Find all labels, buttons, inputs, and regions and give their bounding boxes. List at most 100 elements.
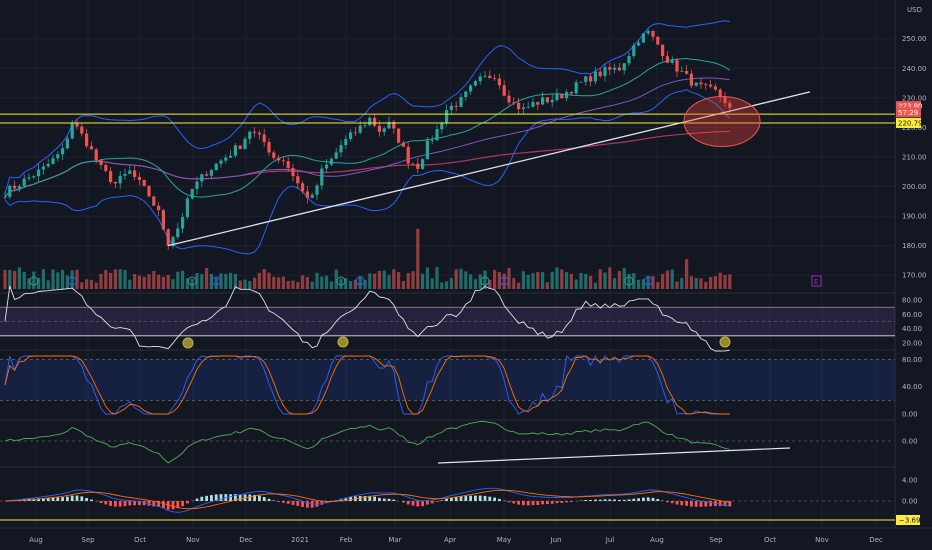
macd-hist: [66, 496, 69, 501]
macd-hist: [637, 498, 640, 501]
macd-hist: [584, 500, 588, 501]
volume-bar: [46, 280, 50, 289]
candle-body: [526, 106, 530, 108]
volume-bar: [483, 270, 487, 289]
volume-bar: [277, 277, 281, 289]
candle-body: [622, 63, 626, 71]
candle-body: [310, 194, 314, 198]
volume-bar: [137, 275, 141, 289]
countdown-tag: 57:29: [898, 109, 918, 117]
candle-body: [56, 154, 60, 159]
volume-bar: [315, 272, 319, 289]
macd-hist: [402, 501, 405, 503]
price-pane[interactable]: [0, 20, 895, 255]
macd-hist: [728, 501, 732, 507]
time-tick-label: Aug: [650, 536, 664, 544]
volume-bar: [670, 269, 674, 289]
candle-body: [425, 140, 429, 160]
time-tick-label: 2021: [291, 536, 309, 544]
volume-bar: [406, 273, 410, 289]
candle-body: [113, 181, 117, 184]
candle-body: [104, 165, 108, 171]
candle-body: [392, 121, 396, 129]
osc-trendline: [437, 447, 791, 464]
volume-bar: [257, 272, 261, 289]
macd-hist: [483, 495, 487, 501]
macd-hist: [70, 495, 74, 501]
earnings-marker: [29, 276, 39, 286]
volume-bar: [171, 279, 175, 289]
volume-bar: [637, 279, 641, 289]
candle-body: [3, 196, 7, 198]
candle-body: [301, 183, 305, 192]
macd-hist: [200, 496, 204, 501]
price-tick-label: 230.00: [902, 94, 927, 102]
macd-hist: [690, 501, 693, 507]
bollinger-lower: [4, 89, 731, 255]
stoch-band: [0, 359, 895, 401]
volume-bar: [296, 282, 300, 289]
candle-body: [334, 152, 338, 159]
candle-body: [579, 81, 583, 83]
candle-body: [411, 163, 415, 165]
macd-hist: [157, 501, 160, 507]
volume-bar: [80, 282, 84, 289]
macd-hist: [594, 499, 597, 501]
candle-body: [555, 94, 559, 100]
ma-mid: [4, 77, 730, 198]
volume-bar: [147, 274, 151, 289]
candle-body: [123, 174, 127, 176]
candle-body: [209, 170, 213, 176]
macd-hist: [195, 498, 199, 501]
volume-bar: [713, 276, 717, 289]
price-tick-label: 200.00: [902, 183, 927, 191]
macd-hist: [411, 501, 415, 506]
time-tick-label: Nov: [186, 536, 200, 544]
volume-bar: [233, 273, 237, 289]
macd-hist: [512, 501, 516, 504]
volume-bar: [344, 278, 348, 289]
volume-bar: [157, 274, 161, 289]
volume-bar: [493, 270, 497, 289]
candle-body: [507, 95, 511, 103]
time-tick-label: Dec: [239, 536, 253, 544]
volume-bar: [541, 272, 545, 289]
candle-body: [152, 196, 156, 206]
rsi-tick-label: 20.00: [902, 340, 922, 348]
candle-body: [315, 185, 319, 195]
candle-body: [229, 155, 233, 158]
candle-body: [157, 205, 161, 211]
candle-body: [32, 176, 36, 178]
candle-body: [277, 157, 281, 161]
candle-body: [137, 176, 141, 180]
volume-bar: [51, 269, 55, 289]
candle-body: [661, 44, 665, 57]
macd-hist: [277, 501, 280, 502]
volume-bar: [185, 278, 189, 289]
volume-bar: [195, 273, 199, 289]
candle-body: [536, 102, 540, 105]
macd-hist: [344, 497, 348, 501]
candle-body: [574, 82, 578, 94]
candle-body: [296, 176, 300, 184]
price-tick-label: 190.00: [902, 213, 927, 221]
stoch-tick-label: 80.00: [902, 356, 922, 364]
macd-tick-label: 4.00: [902, 477, 918, 485]
candle-body: [8, 185, 12, 197]
volume-bar: [104, 270, 108, 289]
macd-hist: [454, 497, 458, 501]
rsi-line: [4, 285, 730, 352]
candle-body: [185, 198, 189, 217]
time-axis[interactable]: Aug Sep Oct Nov Dec 2021 Feb Mar Apr May Jun Jul Aug…: [29, 536, 883, 544]
volume-bar: [349, 281, 353, 289]
volume-bar: [421, 273, 425, 289]
volume-bar: [488, 280, 492, 289]
currency-label[interactable]: USD: [907, 6, 922, 14]
price-tick-label: 240.00: [902, 65, 927, 73]
candle-body: [291, 167, 295, 177]
price-axis[interactable]: 250.00240.00230.00220.00210.00200.00190.…: [896, 35, 927, 525]
volume-bar: [685, 259, 689, 289]
volume-bar: [584, 273, 588, 289]
volume-bar: [382, 270, 386, 289]
